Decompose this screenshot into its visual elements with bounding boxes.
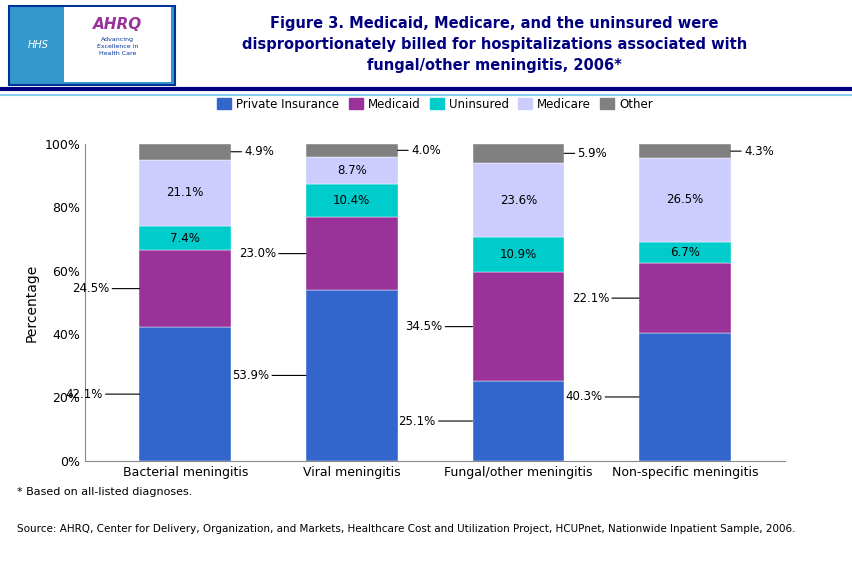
Text: 25.1%: 25.1% bbox=[398, 415, 472, 427]
Text: 4.0%: 4.0% bbox=[397, 144, 440, 157]
Bar bbox=[472, 272, 563, 381]
Text: 4.3%: 4.3% bbox=[730, 145, 773, 158]
Bar bbox=[306, 157, 397, 184]
Bar bbox=[306, 144, 397, 157]
Text: 6.7%: 6.7% bbox=[669, 246, 699, 259]
Text: Figure 3. Medicaid, Medicare, and the uninsured were
disproportionately billed f: Figure 3. Medicaid, Medicare, and the un… bbox=[242, 16, 746, 73]
Text: 24.5%: 24.5% bbox=[72, 282, 139, 295]
Text: 40.3%: 40.3% bbox=[565, 391, 638, 403]
Bar bbox=[638, 158, 730, 242]
Bar bbox=[472, 381, 563, 461]
Bar bbox=[472, 237, 563, 272]
Text: * Based on all-listed diagnoses.: * Based on all-listed diagnoses. bbox=[17, 487, 193, 497]
Text: 26.5%: 26.5% bbox=[665, 194, 703, 206]
Bar bbox=[139, 327, 231, 461]
Text: 53.9%: 53.9% bbox=[232, 369, 306, 382]
Text: HHS: HHS bbox=[28, 40, 49, 50]
Text: 22.1%: 22.1% bbox=[571, 291, 638, 305]
Text: 21.1%: 21.1% bbox=[166, 187, 204, 199]
Text: AHRQ: AHRQ bbox=[93, 17, 142, 32]
Y-axis label: Percentage: Percentage bbox=[25, 263, 39, 342]
FancyBboxPatch shape bbox=[9, 6, 175, 85]
Bar bbox=[139, 226, 231, 250]
Text: 4.9%: 4.9% bbox=[231, 145, 273, 158]
Text: 10.4%: 10.4% bbox=[333, 194, 370, 207]
Bar bbox=[306, 184, 397, 217]
Legend: Private Insurance, Medicaid, Uninsured, Medicare, Other: Private Insurance, Medicaid, Uninsured, … bbox=[212, 93, 657, 115]
Bar bbox=[306, 217, 397, 290]
Bar bbox=[472, 162, 563, 237]
Bar bbox=[139, 160, 231, 226]
Bar bbox=[139, 250, 231, 327]
Text: 10.9%: 10.9% bbox=[499, 248, 536, 262]
Text: 23.0%: 23.0% bbox=[239, 247, 306, 260]
Text: 23.6%: 23.6% bbox=[499, 194, 536, 207]
Text: 8.7%: 8.7% bbox=[337, 164, 366, 177]
Text: 7.4%: 7.4% bbox=[170, 232, 200, 245]
FancyBboxPatch shape bbox=[64, 7, 170, 82]
Bar bbox=[638, 263, 730, 333]
Bar bbox=[139, 144, 231, 160]
Bar bbox=[638, 242, 730, 263]
Bar bbox=[638, 145, 730, 158]
Text: 42.1%: 42.1% bbox=[66, 388, 139, 401]
Bar bbox=[306, 290, 397, 461]
Text: 5.9%: 5.9% bbox=[563, 147, 607, 160]
Bar bbox=[472, 144, 563, 162]
Text: Source: AHRQ, Center for Delivery, Organization, and Markets, Healthcare Cost an: Source: AHRQ, Center for Delivery, Organ… bbox=[17, 524, 795, 534]
Bar bbox=[638, 333, 730, 461]
Text: 34.5%: 34.5% bbox=[405, 320, 472, 333]
Text: Advancing
Excellence in
Health Care: Advancing Excellence in Health Care bbox=[97, 37, 138, 55]
